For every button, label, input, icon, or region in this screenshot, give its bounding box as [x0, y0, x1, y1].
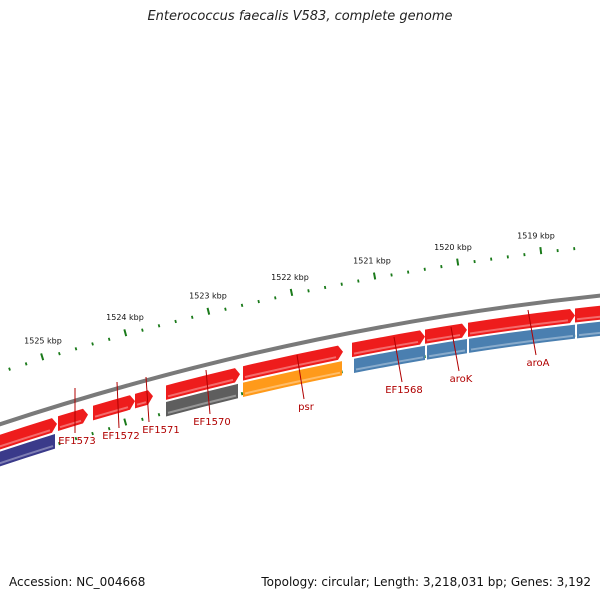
- outer-tick: [58, 352, 61, 356]
- gene-small-block: [135, 390, 153, 409]
- gene-label: EF1573: [58, 436, 96, 447]
- outer-tick: [91, 342, 94, 346]
- gene-edge-fwd-block: [575, 305, 600, 323]
- gene-blue-block-4: [577, 321, 600, 339]
- gene-psr-fwd-block-shine: [244, 356, 337, 379]
- outer-tick: [340, 282, 343, 286]
- gene-blue-block-3: [469, 324, 575, 353]
- gene-label: psr: [298, 402, 315, 413]
- gene-aroa-fwd-block: [468, 309, 575, 337]
- gene-label: EF1572: [102, 431, 140, 442]
- outer-tick: [307, 289, 310, 293]
- outer-tick: [407, 270, 410, 274]
- outer-tick: [24, 362, 28, 366]
- gene-label: aroK: [450, 374, 473, 385]
- kbp-label: 1519 kbp: [517, 232, 555, 241]
- gene-navy-block: [0, 433, 55, 467]
- gene-orange-block: [243, 361, 342, 398]
- outer-tick: [123, 329, 128, 337]
- map-title: Enterococcus faecalis V583, complete gen…: [147, 9, 453, 24]
- topology-text: Topology: circular; Length: 3,218,031 bp…: [261, 575, 591, 589]
- gene-layer: [0, 305, 600, 467]
- outer-tick: [257, 299, 260, 304]
- gene-ef1571-block-shine: [94, 406, 129, 418]
- inner-tick: [91, 431, 94, 436]
- gene-blue-block-2-shine: [428, 349, 466, 358]
- leader-line: [205, 369, 211, 415]
- gene-blue-block-1-shine: [355, 356, 424, 371]
- gene-ef1573-block-shine: [0, 429, 51, 448]
- gene-ef1570-fwd-block: [166, 368, 240, 400]
- gene-label: aroA: [527, 358, 550, 369]
- outer-tick: [8, 367, 11, 371]
- outer-tick: [74, 347, 78, 351]
- inner-tick: [240, 391, 244, 396]
- leader-line: [296, 354, 305, 400]
- gene-ef1572-block-shine: [59, 419, 82, 429]
- gene-blue-block-3-shine: [470, 334, 574, 351]
- outer-tick: [141, 328, 144, 332]
- gene-gray-block-shine: [167, 394, 237, 414]
- gene-ef1571-block: [93, 395, 135, 421]
- gene-navy-block-shine: [0, 445, 54, 465]
- outer-tick: [206, 307, 211, 315]
- gene-ef1570-fwd-block-shine: [167, 378, 234, 398]
- outer-tick: [323, 285, 327, 290]
- kbp-label: 1522 kbp: [271, 273, 309, 282]
- gene-ef1568-fwd-block-shine: [353, 340, 419, 355]
- outer-tick: [40, 353, 45, 361]
- outer-tick: [224, 307, 227, 311]
- accession-text: Accession: NC_004668: [9, 575, 146, 589]
- gene-blue-block-2: [427, 339, 467, 360]
- kbp-label: 1521 kbp: [353, 257, 391, 266]
- inner-tick: [58, 441, 61, 446]
- leader-line-layer: [74, 309, 537, 433]
- outer-tick: [456, 258, 460, 266]
- outer-tick: [539, 246, 543, 255]
- gene-ef1573-block: [0, 418, 57, 450]
- gene-blue-block-4-shine: [578, 331, 600, 337]
- outer-tick: [390, 273, 393, 277]
- outer-tick: [274, 296, 277, 300]
- kbp-label: 1525 kbp: [24, 336, 62, 345]
- outer-tick: [289, 288, 294, 296]
- gene-arok-fwd-block: [425, 323, 467, 344]
- gene-orange-block-shine: [244, 371, 341, 395]
- gene-label: EF1568: [385, 385, 423, 396]
- outer-tick: [157, 324, 161, 328]
- gene-ef1568-fwd-block: [352, 330, 425, 358]
- outer-tick: [372, 272, 377, 280]
- gene-ef1572-block: [58, 408, 88, 431]
- gene-label: EF1571: [142, 425, 180, 436]
- gene-gray-block: [166, 383, 238, 417]
- leader-line: [145, 376, 150, 423]
- outer-tick: [240, 303, 244, 308]
- kbp-label-layer: 1525 kbp 1524 kbp 1523 kbp 1522 kbp 1521 kbp…: [24, 232, 555, 346]
- gene-psr-fwd-block: [243, 345, 343, 381]
- leader-line: [450, 326, 460, 372]
- gene-blue-block-1: [354, 345, 425, 373]
- kbp-label: 1520 kbp: [434, 243, 472, 252]
- gene-arok-fwd-block-shine: [426, 334, 461, 342]
- inner-tick: [74, 436, 78, 441]
- outer-tick: [174, 319, 177, 324]
- inner-tick: [141, 417, 144, 421]
- outer-tick: [191, 315, 194, 319]
- leader-line: [527, 309, 537, 356]
- inner-tick: [123, 418, 128, 426]
- gene-aroa-fwd-block-shine: [469, 319, 569, 335]
- kbp-label: 1524 kbp: [106, 313, 144, 322]
- gene-edge-fwd-block-shine: [576, 315, 600, 321]
- gene-label: EF1570: [193, 417, 231, 428]
- leader-line: [393, 336, 403, 383]
- inner-tick: [107, 426, 111, 431]
- gene-small-block-shine: [136, 401, 147, 406]
- inner-tick: [157, 413, 161, 417]
- outer-tick: [357, 279, 360, 283]
- kbp-label: 1523 kbp: [189, 291, 227, 300]
- leader-line: [116, 381, 120, 429]
- outer-tick: [107, 337, 111, 341]
